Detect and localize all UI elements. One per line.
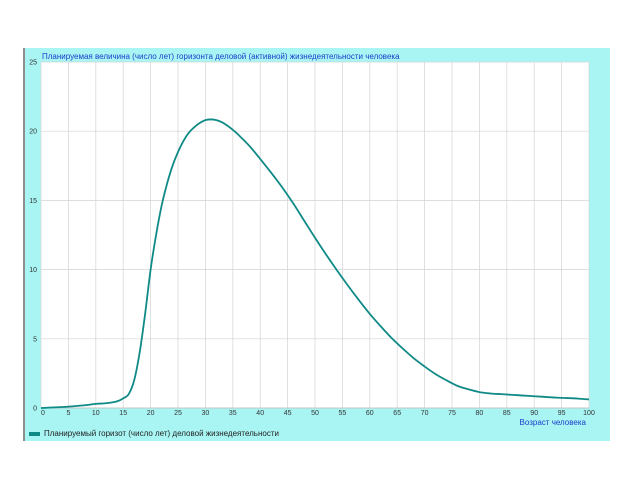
x-tick-label: 30 [202,410,210,417]
x-tick-label: 100 [583,410,595,417]
y-tick-label: 15 [29,198,37,205]
y-tick-label: 0 [33,406,37,413]
x-tick-label: 20 [147,410,155,417]
y-tick-label: 25 [29,60,37,67]
grid [40,61,590,409]
x-tick-label: 25 [174,410,182,417]
x-tick-label: 45 [284,410,292,417]
x-tick-label: 65 [393,410,401,417]
x-tick-label: 70 [421,410,429,417]
chart-title: Планируемая величина (число лет) горизон… [42,52,400,61]
x-tick-label: 5 [66,410,70,417]
x-tick-label: 75 [448,410,456,417]
series-layer [40,118,590,409]
x-axis-label: Возраст человека [520,418,587,427]
legend: Планируемый горизот (число лет) деловой … [29,429,279,438]
x-tick-label: 15 [119,410,127,417]
series-line [40,118,590,409]
tick-labels: 0 5 10 15 20 25 30 35 40 45 50 55 60 65 70 75 80 85 90 95 10… [29,60,595,418]
y-tick-label: 20 [29,129,37,136]
chart-left-border [23,48,25,441]
x-tick-label: 55 [339,410,347,417]
x-tick-label: 90 [530,410,538,417]
x-tick-label: 40 [256,410,264,417]
x-tick-label: 50 [311,410,319,417]
x-tick-label: 85 [503,410,511,417]
y-tick-label: 10 [29,267,37,274]
x-tick-label: 10 [92,410,100,417]
legend-swatch [29,432,40,436]
legend-label: Планируемый горизот (число лет) деловой … [44,429,279,438]
y-tick-label: 5 [33,336,37,343]
x-tick-label: 80 [476,410,484,417]
x-tick-label: 60 [366,410,374,417]
x-tick-label: 95 [558,410,566,417]
x-tick-label: 35 [229,410,237,417]
x-tick-label: 0 [41,410,45,417]
